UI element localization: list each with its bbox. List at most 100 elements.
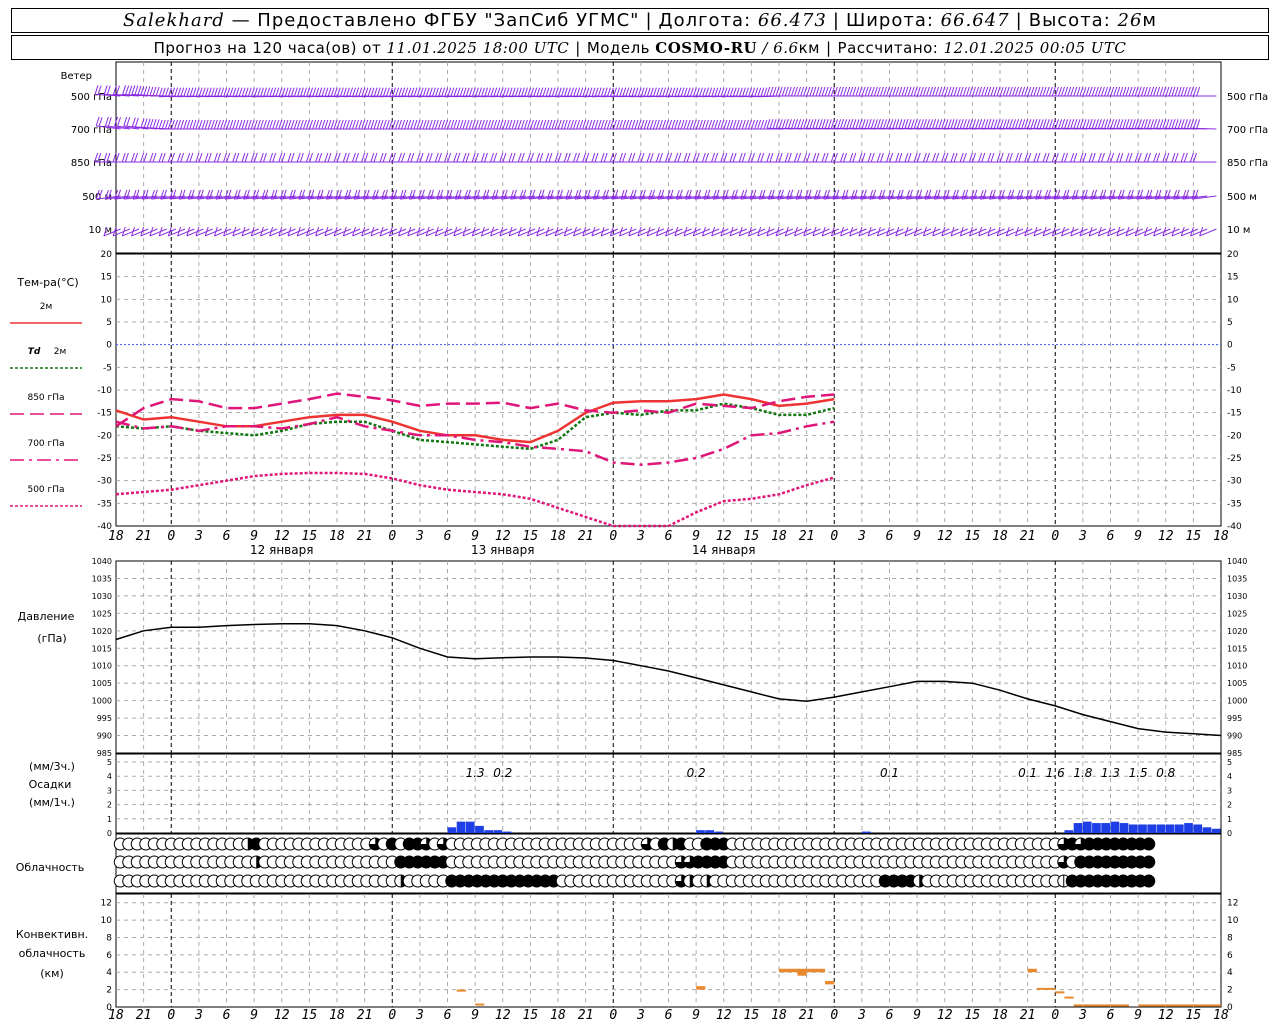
conv-ytick: 0 (106, 1003, 112, 1013)
wind-level-label: 10 м (89, 225, 112, 236)
time-tick: 12 (716, 529, 732, 544)
time-tick: 3 (415, 529, 424, 544)
wind-level-label-right: 700 гПа (1227, 125, 1268, 136)
conv-ytick-right: 12 (1227, 899, 1238, 909)
temp-series-line (115, 392, 835, 428)
temp-ytick-right: -25 (1227, 454, 1242, 464)
temp-series-line (115, 402, 835, 451)
precip-bar (475, 825, 484, 833)
wind-barb (103, 85, 130, 97)
provider-text: — Предоставлено ФГБУ "ЗапСиб УГМС" (231, 10, 640, 31)
precip-bar (484, 830, 494, 833)
time-tick-bottom: 6 (223, 1008, 231, 1023)
temp-ytick: -10 (97, 386, 112, 396)
time-tick-bottom: 9 (250, 1008, 258, 1023)
conv-cloud-bar (797, 968, 807, 976)
pres-ytick-right: 1005 (1227, 679, 1247, 688)
time-tick: 0 (167, 529, 175, 544)
precip-bar (1147, 824, 1157, 833)
pres-ytick-right: 1030 (1227, 592, 1247, 601)
conv-cloud-bar (806, 968, 826, 973)
pres-ytick: 985 (97, 749, 112, 758)
time-tick: 18 (771, 529, 787, 544)
wind-barb (114, 116, 140, 130)
wind-barb (186, 226, 204, 237)
wind-barb (259, 226, 278, 237)
wind-barb (738, 226, 757, 237)
wind-barb (379, 226, 398, 237)
wind-barb (195, 226, 213, 237)
conv-ytick-right: 10 (1227, 916, 1239, 926)
wind-barb (1005, 226, 1024, 237)
precip-bar (1174, 824, 1184, 833)
time-tick-bottom: 18 (550, 1008, 566, 1023)
time-tick-bottom: 12 (937, 1008, 953, 1023)
wind-barb (241, 226, 259, 237)
time-tick: 15 (744, 529, 760, 544)
prec-ytick: 5 (107, 758, 112, 767)
wind-barb (306, 226, 324, 237)
wind-barb (876, 226, 895, 237)
wind-barb (177, 226, 195, 237)
prec-ytick: 1 (107, 815, 112, 824)
wind-row-0 (94, 85, 1217, 98)
wind-barb (1097, 226, 1116, 237)
time-tick: 6 (886, 529, 894, 544)
lon-label: Долгота: (658, 10, 752, 31)
lon-value: 66.473 (757, 10, 827, 31)
wind-barb (1079, 226, 1097, 237)
precip-bar (447, 827, 457, 833)
time-tick-bottom: 15 (523, 1008, 539, 1023)
temp-title: Тем-ра(°С) (16, 276, 78, 289)
prec-title: Осадки (29, 778, 72, 791)
prec-unit-1h: (мм/1ч.) (29, 796, 75, 809)
temp-ytick-right: -10 (1227, 386, 1242, 396)
time-tick-bottom: 12 (495, 1008, 511, 1023)
precip-bar (1128, 824, 1138, 833)
wind-barb (978, 226, 996, 237)
time-tick: 6 (665, 529, 673, 544)
wind-barb (158, 226, 177, 237)
temp-ytick: -25 (97, 454, 112, 464)
pressure-line (115, 623, 1222, 737)
wind-level-label-right: 10 м (1227, 225, 1250, 236)
precip-bar (1156, 824, 1166, 833)
wind-row-4 (103, 226, 1217, 237)
time-tick: 9 (692, 529, 700, 544)
time-tick-bottom: 3 (857, 1008, 866, 1023)
wind-barb (775, 226, 794, 237)
wind-barb (674, 226, 692, 237)
model-name: COSMO-RU (655, 38, 758, 57)
wind-barb (563, 226, 582, 237)
precip-bar (1202, 827, 1212, 833)
time-tick: 9 (471, 529, 479, 544)
precip-total: 1.8 (1073, 766, 1092, 780)
temp-ytick-right: -20 (1227, 431, 1242, 441)
wind-level-label-right: 500 гПа (1227, 92, 1268, 103)
time-tick: 3 (194, 529, 203, 544)
time-tick-bottom: 0 (388, 1008, 396, 1023)
conv-ytick: 6 (106, 951, 112, 961)
precip-total: 1.3 (1101, 766, 1120, 780)
precip-total: 0.1 (880, 766, 899, 780)
wind-barb (388, 226, 407, 237)
wind-row-3 (95, 189, 1217, 200)
wind-barb (527, 226, 545, 237)
conv-title-1: Конвективн. (16, 928, 88, 941)
wind-row-1 (95, 116, 1217, 130)
time-tick: 12 (274, 529, 290, 544)
time-tick: 18 (329, 529, 345, 544)
temp-ytick: -5 (103, 363, 112, 373)
conv-ytick: 8 (106, 933, 112, 943)
wind-barb (462, 226, 480, 237)
wind-barb (941, 226, 959, 237)
pres-ytick: 1000 (92, 697, 112, 706)
station-name: Salekhard (122, 10, 225, 31)
time-tick-bottom: 9 (471, 1008, 479, 1023)
time-tick: 0 (1051, 529, 1059, 544)
time-tick-bottom: 9 (692, 1008, 700, 1023)
wind-barb (434, 226, 453, 237)
wind-barb (655, 226, 674, 237)
temp-ytick: -30 (97, 477, 112, 487)
pres-title: Давление (18, 610, 75, 623)
